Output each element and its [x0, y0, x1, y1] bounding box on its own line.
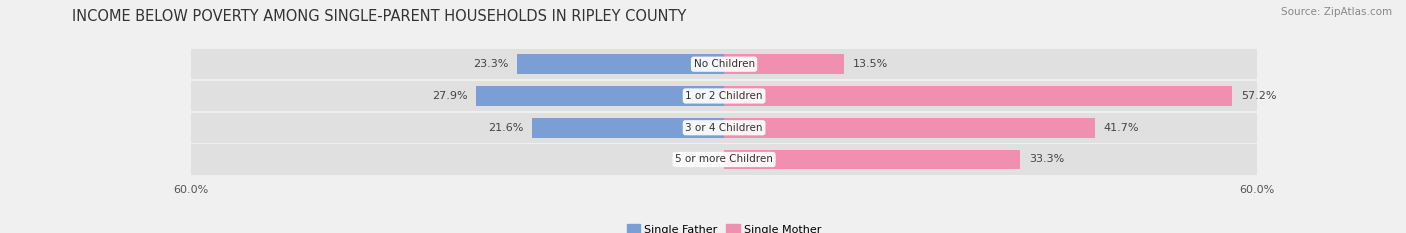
Text: 3 or 4 Children: 3 or 4 Children: [685, 123, 763, 133]
Text: Source: ZipAtlas.com: Source: ZipAtlas.com: [1281, 7, 1392, 17]
Bar: [191, 113, 724, 143]
Bar: [533, 118, 724, 137]
Bar: [724, 81, 1257, 111]
Text: 57.2%: 57.2%: [1241, 91, 1277, 101]
Text: No Children: No Children: [693, 59, 755, 69]
Text: 5 or more Children: 5 or more Children: [675, 154, 773, 164]
Text: 21.6%: 21.6%: [488, 123, 523, 133]
Legend: Single Father, Single Mother: Single Father, Single Mother: [621, 220, 827, 233]
Bar: [724, 118, 1095, 137]
Text: INCOME BELOW POVERTY AMONG SINGLE-PARENT HOUSEHOLDS IN RIPLEY COUNTY: INCOME BELOW POVERTY AMONG SINGLE-PARENT…: [72, 9, 686, 24]
Text: 23.3%: 23.3%: [472, 59, 508, 69]
Bar: [724, 113, 1257, 143]
Bar: [724, 150, 1019, 169]
Text: 27.9%: 27.9%: [432, 91, 467, 101]
Bar: [724, 86, 1232, 106]
Bar: [724, 54, 844, 74]
Text: 13.5%: 13.5%: [853, 59, 889, 69]
Text: 1 or 2 Children: 1 or 2 Children: [685, 91, 763, 101]
Bar: [724, 144, 1257, 175]
Bar: [191, 81, 724, 111]
Bar: [191, 49, 724, 79]
Text: 33.3%: 33.3%: [1029, 154, 1064, 164]
Text: 41.7%: 41.7%: [1104, 123, 1139, 133]
Bar: [517, 54, 724, 74]
Bar: [724, 49, 1257, 79]
Bar: [477, 86, 724, 106]
Bar: [191, 144, 724, 175]
Text: 0.0%: 0.0%: [688, 154, 716, 164]
